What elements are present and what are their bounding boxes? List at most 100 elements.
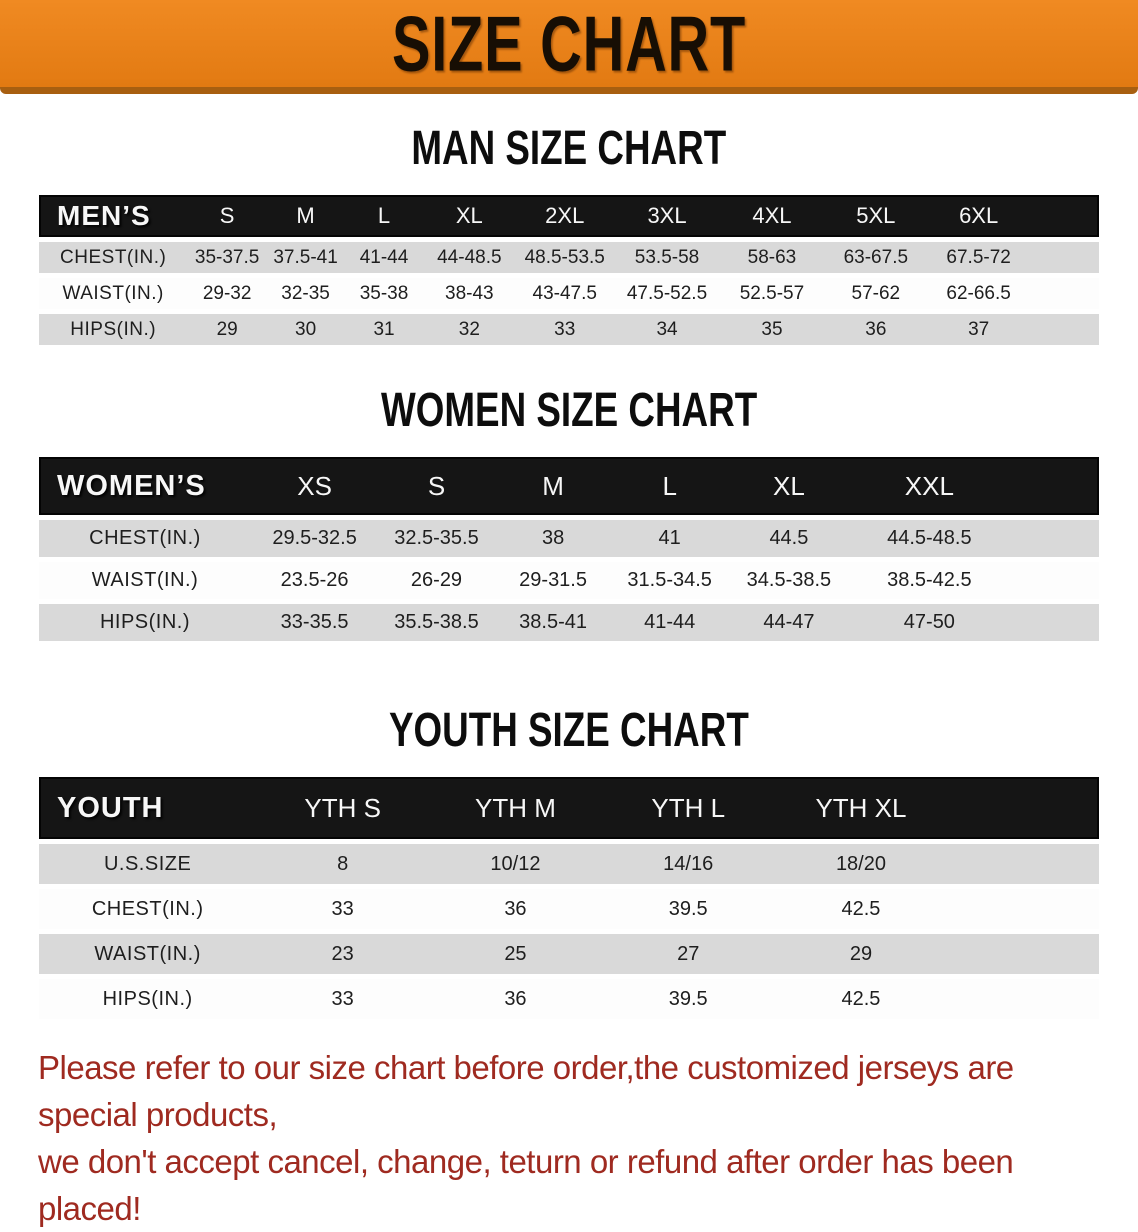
youth-cell-2-1: 25 [429,934,602,974]
women-cell-2-1: 35.5-38.5 [378,604,495,641]
youth-cell-1-3: 42.5 [774,889,948,929]
youth-section-title: YOUTH SIZE CHART [0,702,1138,757]
disclaimer: Please refer to our size chart before or… [38,1044,1108,1232]
women-cell-0-3: 41 [611,520,728,557]
men-cell-0-4: 48.5-53.5 [514,242,615,273]
men-header-row: MEN’S S M L XL 2XL 3XL 4XL 5XL 6XL [39,195,1099,237]
men-cell-1-3: 38-43 [423,278,515,309]
youth-cell-0-3: 18/20 [774,844,948,884]
men-cell-1-8: 62-66.5 [927,278,1031,309]
men-cell-0-6: 58-63 [719,242,825,273]
men-cell-1-1: 32-35 [266,278,345,309]
women-size-col-xl: XL [727,457,850,515]
youth-cell-0-0: 8 [256,844,430,884]
men-cell-0-5: 53.5-58 [614,242,720,273]
women-cell-1-0: 23.5-26 [251,562,379,599]
men-cell-2-2: 31 [344,314,424,345]
men-cell-2-3: 32 [423,314,515,345]
men-section-title: MAN SIZE CHART [0,119,1138,175]
men-cell-0-3: 44-48.5 [423,242,515,273]
women-cell-2-0: 33-35.5 [251,604,379,641]
men-cell-1-4: 43-47.5 [514,278,615,309]
youth-cell-2-0: 23 [256,934,430,974]
youth-size-col-yth-m: YTH M [429,777,602,839]
youth-size-table: YOUTH YTH S YTH M YTH L YTH XL U.S.SIZE 8 10/12… [39,772,1099,1024]
women-row-label-1: WAIST(IN.) [39,562,251,599]
women-size-col-s: S [378,457,495,515]
women-row-label-2: HIPS(IN.) [39,604,251,641]
women-row-filler-1 [1008,562,1099,599]
youth-cell-2-3: 29 [774,934,948,974]
women-cell-1-5: 38.5-42.5 [849,562,1009,599]
youth-header-row: YOUTH YTH S YTH M YTH L YTH XL [39,777,1099,839]
men-size-col-l: L [344,195,424,237]
men-cell-0-7: 63-67.5 [824,242,928,273]
men-cell-2-7: 36 [824,314,928,345]
women-section-title: WOMEN SIZE CHART [0,382,1138,437]
youth-row-filler-1 [947,889,1099,929]
youth-cell-3-3: 42.5 [774,979,948,1019]
men-size-col-s: S [187,195,267,237]
women-size-col-l: L [611,457,728,515]
youth-row-label-0: U.S.SIZE [39,844,257,884]
women-size-col-xs: XS [251,457,379,515]
youth-row-label-2: WAIST(IN.) [39,934,257,974]
men-header-filler [1030,195,1099,237]
men-cell-2-6: 35 [719,314,825,345]
women-cell-2-2: 38.5-41 [494,604,612,641]
youth-size-col-yth-l: YTH L [601,777,775,839]
women-cell-1-2: 29-31.5 [494,562,612,599]
youth-row-filler-2 [947,934,1099,974]
women-row-filler-2 [1008,604,1099,641]
men-cell-0-0: 35-37.5 [187,242,267,273]
men-row-label-0: CHEST(IN.) [39,242,188,273]
men-size-col-m: M [266,195,345,237]
women-measure-row-1: WAIST(IN.) 23.5-26 26-29 29-31.5 31.5-34.5 34… [39,562,1099,599]
youth-cell-1-2: 39.5 [601,889,775,929]
page-title: SIZE CHART [391,0,747,88]
women-size-table: WOMEN’S XS S M L XL XXL CHEST(IN.) 29.5-32.5 32.5… [39,452,1099,646]
women-cell-1-1: 26-29 [378,562,495,599]
youth-measure-row-1: CHEST(IN.) 33 36 39.5 42.5 [39,889,1099,929]
men-cell-1-6: 52.5-57 [719,278,825,309]
men-group-label: MEN’S [39,195,188,237]
youth-cell-2-2: 27 [601,934,775,974]
men-size-col-5xl: 5XL [824,195,928,237]
men-measure-row-1: WAIST(IN.) 29-32 32-35 35-38 38-43 43-47.5 47.… [39,278,1099,309]
women-header-row: WOMEN’S XS S M L XL XXL [39,457,1099,515]
women-cell-0-2: 38 [494,520,612,557]
women-row-label-0: CHEST(IN.) [39,520,251,557]
youth-header-filler [947,777,1099,839]
women-measure-row-2: HIPS(IN.) 33-35.5 35.5-38.5 38.5-41 41-44 44-… [39,604,1099,641]
men-measure-row-0: CHEST(IN.) 35-37.5 37.5-41 41-44 44-48.5 48.5… [39,242,1099,273]
women-size-col-m: M [494,457,612,515]
women-cell-0-5: 44.5-48.5 [849,520,1009,557]
disclaimer-line-1: Please refer to our size chart before or… [38,1049,1014,1133]
men-cell-2-8: 37 [927,314,1031,345]
disclaimer-line-2: we don't accept cancel, change, teturn o… [38,1143,1014,1227]
men-cell-1-0: 29-32 [187,278,267,309]
men-row-label-1: WAIST(IN.) [39,278,188,309]
women-cell-1-3: 31.5-34.5 [611,562,728,599]
youth-cell-0-1: 10/12 [429,844,602,884]
men-section-title-text: MAN SIZE CHART [411,119,727,175]
men-cell-2-1: 30 [266,314,345,345]
women-cell-0-1: 32.5-35.5 [378,520,495,557]
men-cell-0-8: 67.5-72 [927,242,1031,273]
youth-cell-3-0: 33 [256,979,430,1019]
men-row-label-2: HIPS(IN.) [39,314,188,345]
youth-cell-3-1: 36 [429,979,602,1019]
youth-size-col-yth-xl: YTH XL [774,777,948,839]
men-size-col-2xl: 2XL [514,195,615,237]
youth-measure-row-0: U.S.SIZE 8 10/12 14/16 18/20 [39,844,1099,884]
women-cell-0-0: 29.5-32.5 [251,520,379,557]
women-cell-0-4: 44.5 [727,520,850,557]
youth-measure-row-2: WAIST(IN.) 23 25 27 29 [39,934,1099,974]
men-cell-1-7: 57-62 [824,278,928,309]
women-measure-row-0: CHEST(IN.) 29.5-32.5 32.5-35.5 38 41 44.5 44.5… [39,520,1099,557]
men-row-filler-0 [1030,242,1099,273]
women-size-col-xxl: XXL [849,457,1009,515]
youth-row-filler-3 [947,979,1099,1019]
youth-row-label-1: CHEST(IN.) [39,889,257,929]
youth-cell-1-1: 36 [429,889,602,929]
